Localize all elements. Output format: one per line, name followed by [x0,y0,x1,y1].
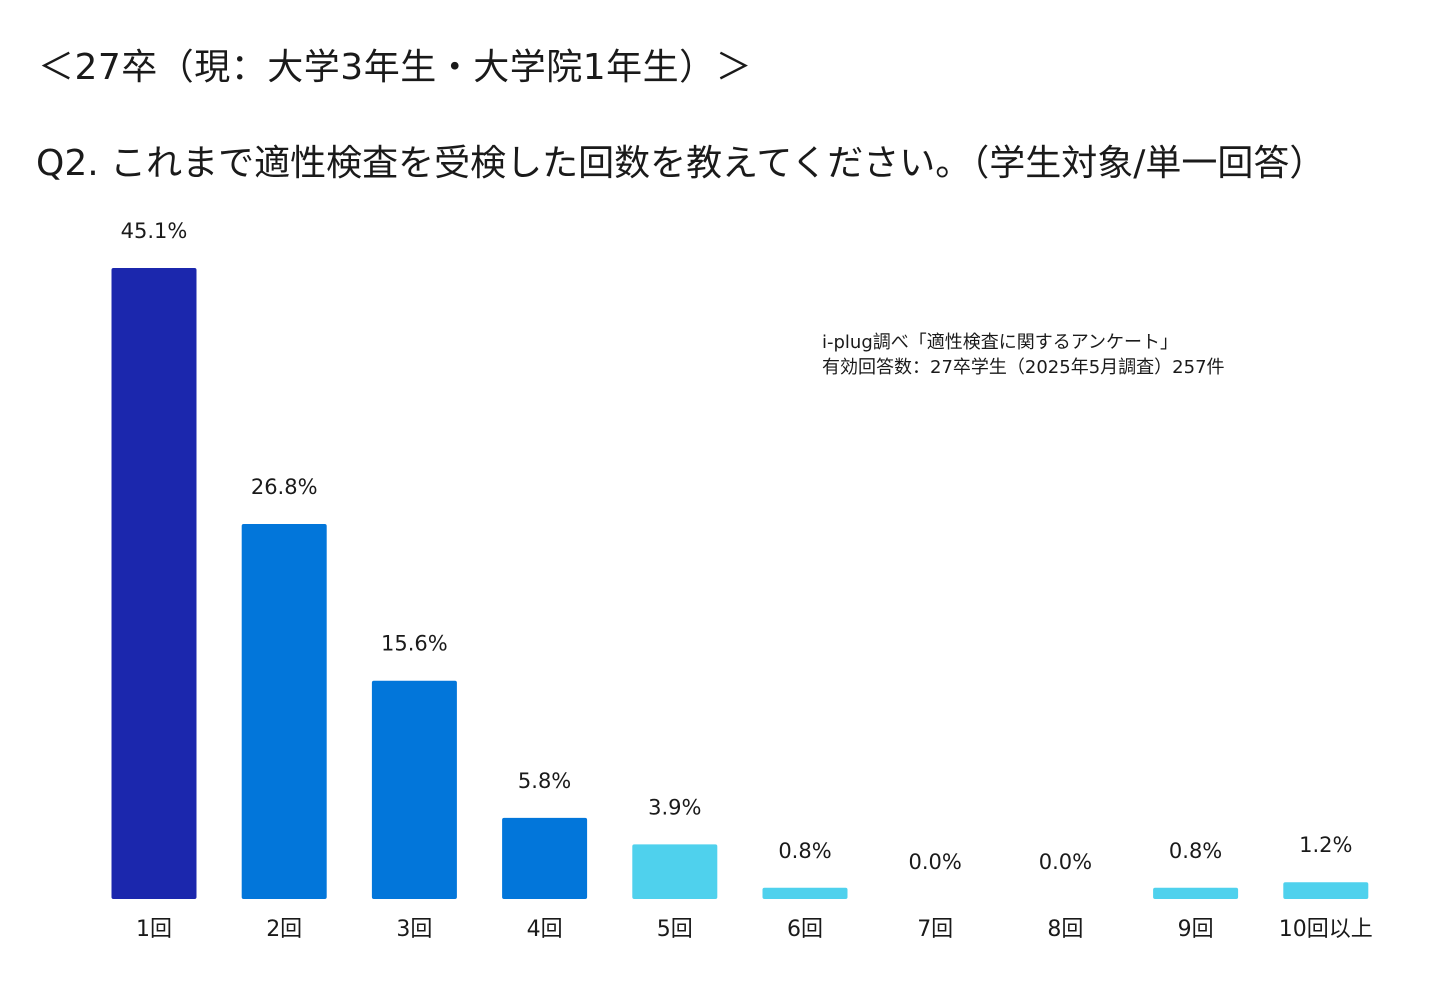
value-label-4: 5.8% [518,769,571,793]
value-label-2: 26.8% [251,475,318,499]
value-label-5: 3.9% [648,795,701,819]
bar-6 [762,887,848,899]
source-note-line1: i-plug調べ「適性検査に関するアンケート」 [822,332,1179,353]
bar-2 [241,524,327,899]
category-label-7: 7回 [917,917,953,942]
bar-3 [371,680,457,899]
bar-4 [502,817,588,899]
bar-10 [1283,882,1369,899]
value-label-8: 0.0% [1039,850,1092,874]
category-label-5: 5回 [657,917,693,942]
category-label-2: 2回 [266,917,302,942]
value-label-1: 45.1% [121,219,188,243]
value-label-6: 0.8% [778,839,831,863]
question-title: Q2. これまで適性検査を受検した回数を教えてください。（学生対象/単一回答） [36,143,1326,184]
value-label-9: 0.8% [1169,839,1222,863]
bar-5 [632,844,718,899]
bar-9 [1153,887,1239,899]
category-label-4: 4回 [527,917,563,942]
source-note-line2: 有効回答数：27卒学生（2025年5月調査）257件 [822,357,1225,378]
source-note: i-plug調べ「適性検査に関するアンケート」 有効回答数：27卒学生（2025… [822,330,1225,380]
category-label-3: 3回 [396,917,432,942]
category-label-10: 10回以上 [1279,917,1373,942]
cohort-title: ＜27卒（現：大学3年生・大学院1年生）＞ [38,47,753,88]
category-label-6: 6回 [787,917,823,942]
value-label-3: 15.6% [381,632,448,656]
value-label-7: 0.0% [909,850,962,874]
bar-1 [111,268,197,899]
category-label-8: 8回 [1047,917,1083,942]
category-label-1: 1回 [136,917,172,942]
value-label-10: 1.2% [1299,833,1352,857]
category-label-9: 9回 [1178,917,1214,942]
